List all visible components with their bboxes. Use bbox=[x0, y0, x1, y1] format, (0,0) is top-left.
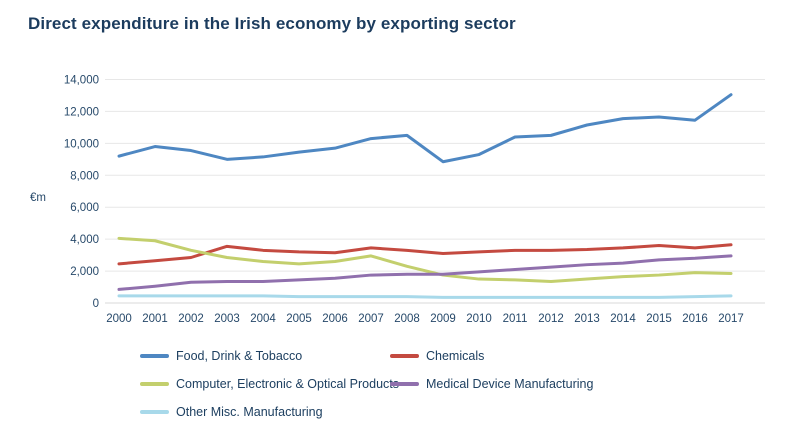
legend-item-food-drink-tobacco: Food, Drink & Tobacco bbox=[140, 348, 302, 364]
y-axis-tick-label: 6,000 bbox=[70, 202, 99, 214]
x-axis-tick-label: 2011 bbox=[503, 313, 528, 325]
x-axis-tick-label: 2016 bbox=[682, 313, 708, 325]
x-axis-tick-label: 2010 bbox=[466, 313, 492, 325]
y-axis-tick-label: 8,000 bbox=[70, 170, 99, 182]
legend-swatch-other-misc-manufacturing bbox=[140, 410, 169, 414]
x-axis-tick-label: 2009 bbox=[430, 313, 456, 325]
legend-label-computer-electronic-optical: Computer, Electronic & Optical Products bbox=[176, 377, 400, 391]
x-axis-tick-label: 2003 bbox=[214, 313, 240, 325]
legend-swatch-chemicals bbox=[390, 354, 419, 358]
legend-label-other-misc-manufacturing: Other Misc. Manufacturing bbox=[176, 405, 323, 419]
line-chart: 0 2,000 4,000 6,000 8,000 10,000 12,000 14,000 €… bbox=[30, 75, 765, 325]
legend-label-food-drink-tobacco: Food, Drink & Tobacco bbox=[176, 349, 303, 363]
x-axis-tick-label: 2005 bbox=[286, 313, 312, 325]
y-axis-unit-label: €m bbox=[30, 192, 46, 204]
x-axis-tick-label: 2012 bbox=[538, 313, 564, 325]
x-axis-tick-label: 2017 bbox=[718, 313, 744, 325]
series-line-medical-device-manufacturing bbox=[117, 254, 733, 291]
series-line-chemicals bbox=[117, 243, 733, 266]
y-axis-tick-label: 10,000 bbox=[64, 138, 99, 150]
x-axis-tick-label: 2002 bbox=[178, 313, 204, 325]
chart-svg: 0 2,000 4,000 6,000 8,000 10,000 12,000 14,000 €… bbox=[30, 75, 765, 325]
x-axis-tick-label: 2006 bbox=[322, 313, 348, 325]
x-axis-tick-label: 2015 bbox=[646, 313, 672, 325]
legend-swatch-medical-device bbox=[390, 382, 419, 386]
y-axis-tick-label: 0 bbox=[93, 298, 99, 310]
series-line-food-drink-tobacco bbox=[117, 93, 733, 164]
x-axis-tick-label: 2004 bbox=[250, 313, 276, 325]
legend-item-other-misc-manufacturing: Other Misc. Manufacturing bbox=[140, 404, 323, 420]
x-axis-tick-label: 2001 bbox=[142, 313, 168, 325]
x-axis-tick-label: 2014 bbox=[610, 313, 636, 325]
legend-swatch-food-drink-tobacco bbox=[140, 354, 169, 358]
legend-item-chemicals: Chemicals bbox=[390, 348, 484, 364]
y-axis-tick-label: 12,000 bbox=[64, 106, 99, 118]
y-axis-tick-label: 4,000 bbox=[70, 234, 99, 246]
legend-label-chemicals: Chemicals bbox=[426, 349, 485, 363]
x-axis-tick-label: 2008 bbox=[394, 313, 420, 325]
x-axis-tick-label: 2007 bbox=[358, 313, 384, 325]
series-line-computer-electronic-optical-products bbox=[117, 236, 733, 283]
x-axis-tick-label: 2000 bbox=[106, 313, 132, 325]
legend-item-computer-electronic-optical: Computer, Electronic & Optical Products bbox=[140, 376, 399, 392]
y-axis-tick-label: 14,000 bbox=[64, 75, 99, 87]
y-axis-tick-label: 2,000 bbox=[70, 266, 99, 278]
x-axis-tick-label: 2013 bbox=[574, 313, 600, 325]
legend-item-medical-device: Medical Device Manufacturing bbox=[390, 376, 593, 392]
series-line-other-misc-manufacturing bbox=[117, 294, 733, 299]
legend-label-medical-device: Medical Device Manufacturing bbox=[426, 377, 594, 391]
legend-swatch-computer-electronic-optical bbox=[140, 382, 169, 386]
chart-title: Direct expenditure in the Irish economy … bbox=[28, 14, 516, 33]
